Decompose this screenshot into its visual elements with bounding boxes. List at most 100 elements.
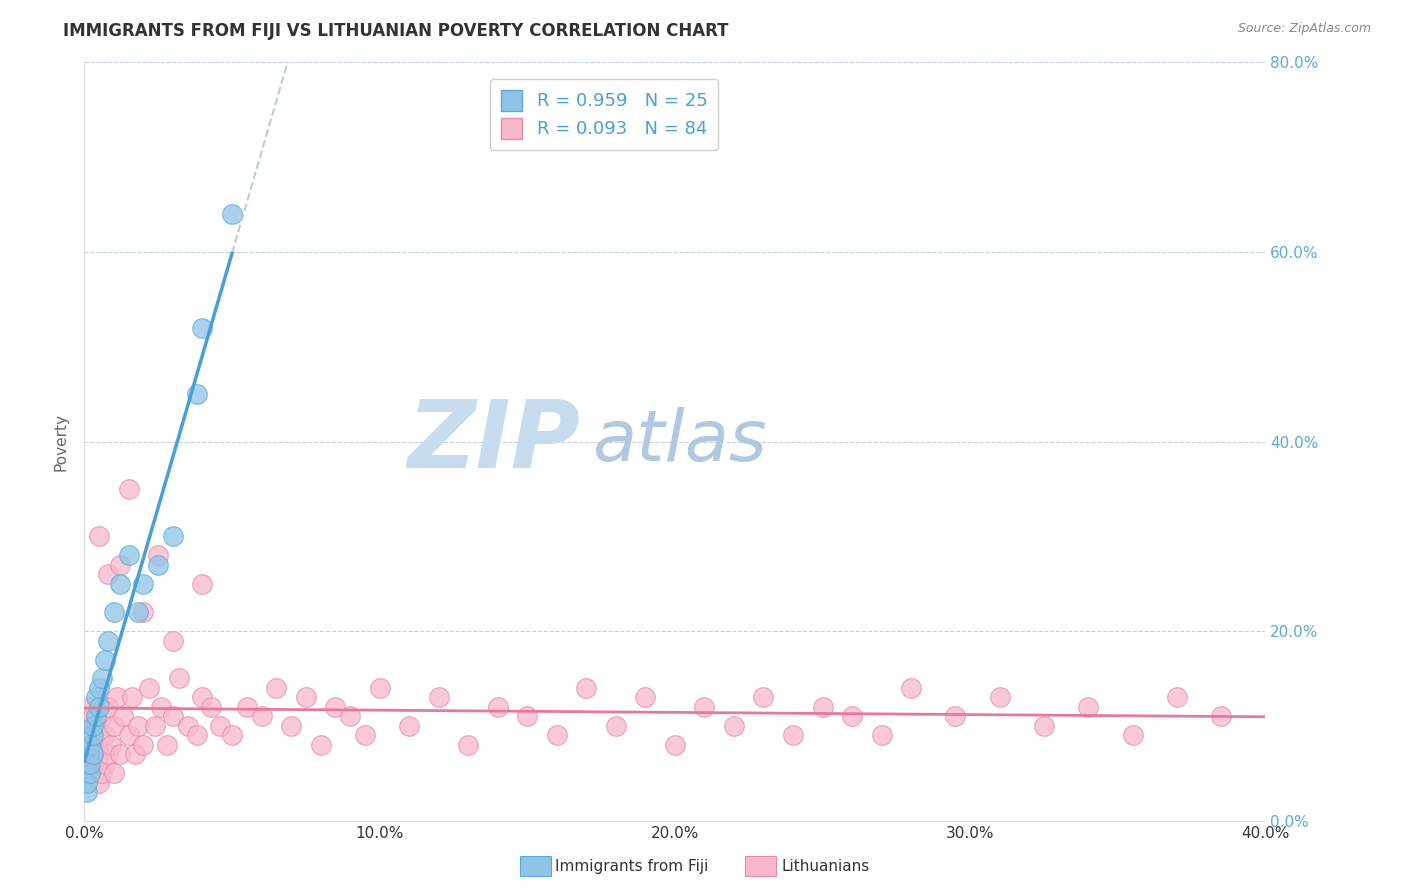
Point bbox=[87, 699, 111, 714]
Text: atlas: atlas bbox=[592, 407, 766, 476]
Point bbox=[97, 567, 120, 582]
Point bbox=[124, 747, 146, 762]
Y-axis label: Poverty: Poverty bbox=[53, 412, 69, 471]
Point bbox=[79, 699, 101, 714]
Point bbox=[841, 709, 863, 723]
Point bbox=[97, 633, 120, 648]
Point bbox=[167, 672, 190, 686]
Point bbox=[87, 681, 111, 695]
Point bbox=[1122, 728, 1144, 742]
Point bbox=[457, 738, 479, 752]
Point bbox=[97, 699, 120, 714]
Point bbox=[118, 482, 141, 496]
Point bbox=[309, 738, 332, 752]
Point bbox=[162, 529, 184, 543]
Point bbox=[354, 728, 377, 742]
Point bbox=[634, 690, 657, 705]
Point bbox=[87, 776, 111, 790]
Point bbox=[516, 709, 538, 723]
Point bbox=[156, 738, 179, 752]
Point bbox=[76, 776, 98, 790]
Point bbox=[236, 699, 259, 714]
Point bbox=[108, 576, 131, 591]
Point bbox=[108, 558, 131, 572]
Point bbox=[325, 699, 347, 714]
Point bbox=[368, 681, 391, 695]
Point bbox=[782, 728, 804, 742]
Point bbox=[94, 652, 117, 666]
Point bbox=[723, 719, 745, 733]
Point bbox=[103, 719, 125, 733]
Point bbox=[427, 690, 450, 705]
Point bbox=[79, 756, 101, 771]
Point bbox=[127, 605, 149, 619]
Point bbox=[191, 320, 214, 334]
Point bbox=[103, 605, 125, 619]
Point bbox=[811, 699, 834, 714]
Point bbox=[79, 747, 101, 762]
Point bbox=[148, 558, 170, 572]
Point bbox=[91, 766, 114, 780]
Point bbox=[1166, 690, 1188, 705]
Point bbox=[79, 738, 101, 752]
Point bbox=[1211, 709, 1233, 723]
Point bbox=[177, 719, 200, 733]
Point bbox=[105, 690, 128, 705]
Point bbox=[486, 699, 509, 714]
Point bbox=[900, 681, 922, 695]
Point bbox=[94, 728, 117, 742]
Point bbox=[76, 785, 98, 799]
Point bbox=[693, 699, 716, 714]
Text: Lithuanians: Lithuanians bbox=[782, 859, 870, 873]
Point bbox=[76, 756, 98, 771]
Point bbox=[82, 709, 104, 723]
Point bbox=[132, 738, 155, 752]
Point bbox=[1033, 719, 1056, 733]
Point bbox=[221, 207, 243, 221]
Point bbox=[280, 719, 302, 733]
Point bbox=[91, 672, 114, 686]
Point bbox=[82, 766, 104, 780]
Point bbox=[191, 576, 214, 591]
Point bbox=[295, 690, 318, 705]
Text: ZIP: ZIP bbox=[408, 395, 581, 488]
Point bbox=[266, 681, 288, 695]
Point bbox=[108, 747, 131, 762]
Point bbox=[84, 690, 107, 705]
Point bbox=[87, 747, 111, 762]
Point bbox=[94, 756, 117, 771]
Point bbox=[162, 633, 184, 648]
Point bbox=[191, 690, 214, 705]
Point bbox=[82, 728, 104, 742]
Point bbox=[664, 738, 686, 752]
Point bbox=[250, 709, 273, 723]
Point bbox=[111, 709, 134, 723]
Point bbox=[82, 747, 104, 762]
Point bbox=[1077, 699, 1099, 714]
Point bbox=[138, 681, 160, 695]
Point bbox=[103, 766, 125, 780]
Point bbox=[752, 690, 775, 705]
Point bbox=[398, 719, 420, 733]
Point bbox=[87, 728, 111, 742]
Point bbox=[76, 728, 98, 742]
Point bbox=[84, 756, 107, 771]
Point bbox=[162, 709, 184, 723]
Point bbox=[82, 738, 104, 752]
Point bbox=[150, 699, 173, 714]
Point bbox=[132, 576, 155, 591]
Point bbox=[186, 728, 208, 742]
Point bbox=[79, 766, 101, 780]
Point bbox=[339, 709, 361, 723]
Point bbox=[221, 728, 243, 742]
Point bbox=[84, 709, 107, 723]
Point bbox=[121, 690, 143, 705]
Point bbox=[870, 728, 893, 742]
Point bbox=[97, 747, 120, 762]
Point bbox=[100, 738, 122, 752]
Point bbox=[605, 719, 627, 733]
Point bbox=[988, 690, 1011, 705]
Point bbox=[118, 728, 141, 742]
Text: IMMIGRANTS FROM FIJI VS LITHUANIAN POVERTY CORRELATION CHART: IMMIGRANTS FROM FIJI VS LITHUANIAN POVER… bbox=[63, 22, 728, 40]
Point bbox=[200, 699, 222, 714]
